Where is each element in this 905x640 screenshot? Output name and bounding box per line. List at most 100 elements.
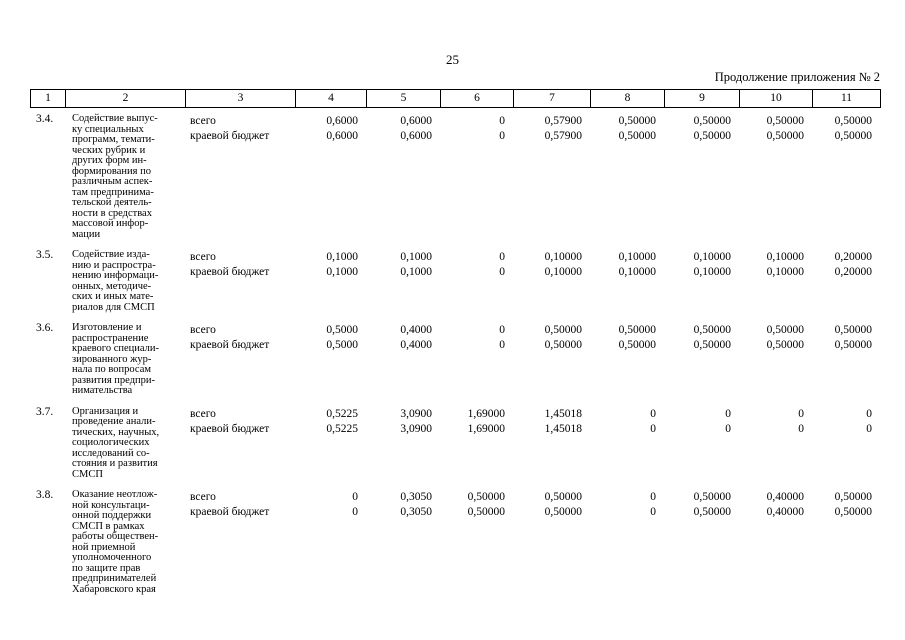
value-cell: 0,6000 0,6000 xyxy=(366,114,440,240)
value: 0,50000 xyxy=(544,506,582,518)
measure-name-line: ной консультаци- xyxy=(72,499,150,511)
value: 0,50000 xyxy=(467,491,505,503)
value-cell: 0,50000 0,50000 xyxy=(664,114,739,240)
column-header: 11 xyxy=(813,89,881,108)
value-cell: 0,1000 0,1000 xyxy=(366,250,440,313)
measure-name-line: уполномоченного xyxy=(72,552,152,563)
value: 0,50000 xyxy=(544,339,582,351)
value: 0 xyxy=(650,506,656,518)
table-row: 3.8. Оказание неотлож-ной консультаци-онн… xyxy=(30,489,880,595)
measure-name-line: Содействие выпус- xyxy=(72,113,158,124)
measure-name-line: СМСП xyxy=(72,468,103,480)
value: 0,50000 xyxy=(544,324,582,336)
measure-name-line: программ, темати- xyxy=(72,134,155,145)
value: 1,69000 xyxy=(467,422,505,435)
value: 0 xyxy=(352,506,358,518)
value-cell: 0,50000 0,50000 xyxy=(590,323,664,397)
value: 0 xyxy=(725,422,731,435)
measure-name-line: нию и распростра- xyxy=(72,259,156,271)
value: 0 xyxy=(499,266,505,278)
measure-name-line: предпринимателей xyxy=(72,573,157,584)
column-header: 2 xyxy=(66,89,186,108)
value: 0,50000 xyxy=(618,339,656,351)
value: 0,5225 xyxy=(326,407,358,420)
measure-name: Содействие изда-нию и распростра-нению и… xyxy=(65,249,185,313)
value: 0,50000 xyxy=(618,115,656,127)
column-header: 5 xyxy=(367,89,441,108)
value-cell: 0,50000 0,50000 xyxy=(812,114,880,240)
value: 0,50000 xyxy=(693,506,731,518)
value-cell: 0,40000 0,40000 xyxy=(739,490,812,595)
measure-name-line: ности в средствах xyxy=(72,207,152,219)
value-cell: 0,50000 0,50000 xyxy=(440,490,513,595)
measure-name-line: социологических xyxy=(72,437,150,448)
measure-name-line: нала по вопросам xyxy=(72,364,152,375)
value: 0 xyxy=(650,422,656,435)
measure-name-line: ских и иных мате- xyxy=(72,291,154,302)
value: 0,50000 xyxy=(693,491,731,503)
table-row: 3.5. Содействие изда-нию и распростра-нен… xyxy=(30,249,880,313)
table-row: 3.6. Изготовление и распространение краевог… xyxy=(30,322,880,397)
value: 0,50000 xyxy=(766,130,804,142)
value: 1,45018 xyxy=(544,422,582,435)
value: 0,20000 xyxy=(834,251,872,263)
value: 0 xyxy=(499,324,505,336)
value: 0,10000 xyxy=(693,251,731,263)
budget-source: всего краевой бюджет xyxy=(185,114,295,240)
measure-name-line: массовой инфор- xyxy=(72,218,149,229)
measure-name-line: других форм ин- xyxy=(72,155,147,166)
value: 0,40000 xyxy=(766,491,804,503)
table-body: 3.4. Содействие выпус-ку специальных прогр… xyxy=(30,113,880,595)
budget-source-label: всего xyxy=(190,491,216,503)
row-number: 3.8. xyxy=(36,489,54,501)
measure-name-line: по защите прав xyxy=(72,562,141,574)
value: 0,6000 xyxy=(400,130,432,142)
value-cell: 0,50000 0,50000 xyxy=(590,114,664,240)
budget-source-label: краевой бюджет xyxy=(190,130,270,142)
value: 0,50000 xyxy=(693,115,731,127)
value: 0,5000 xyxy=(326,324,358,336)
measure-name-line: нению информаци- xyxy=(72,270,159,281)
value: 0,50000 xyxy=(693,324,731,336)
value: 0,50000 xyxy=(834,130,872,142)
column-header: 4 xyxy=(296,89,367,108)
measure-name-line: Хабаровского края xyxy=(72,583,156,595)
table-row: 3.7. Организация и проведение анали-тическ… xyxy=(30,406,880,481)
measure-name-line: формирования по xyxy=(72,165,151,177)
measure-name-line: риалов для СМСП xyxy=(72,301,155,313)
value: 0,5225 xyxy=(326,422,358,435)
table-row: 3.4. Содействие выпус-ку специальных прогр… xyxy=(30,113,880,240)
value: 0,10000 xyxy=(544,251,582,263)
budget-source-label: всего xyxy=(190,324,216,336)
value: 0,50000 xyxy=(544,491,582,503)
column-header: 6 xyxy=(441,89,514,108)
value: 0 xyxy=(866,422,872,435)
budget-source: всего краевой бюджет xyxy=(185,323,295,397)
value: 0,1000 xyxy=(400,251,432,263)
measure-name-line: тельской деятель- xyxy=(72,197,152,208)
value: 0,40000 xyxy=(766,506,804,518)
measure-name-line: мации xyxy=(72,228,101,240)
measure-name-line: проведение анали- xyxy=(72,416,156,427)
measure-name-line: исследований со- xyxy=(72,447,150,459)
value: 0,3050 xyxy=(400,491,432,503)
value: 1,45018 xyxy=(544,407,582,420)
value-cell: 0,50000 0,50000 xyxy=(812,490,880,595)
value-cell: 0,5000 0,5000 xyxy=(295,323,366,397)
value: 0,10000 xyxy=(618,251,656,263)
value: 0,50000 xyxy=(618,130,656,142)
measure-name-line: СМСП в рамках xyxy=(72,520,145,532)
column-header: 9 xyxy=(665,89,740,108)
value: 0 xyxy=(798,422,804,435)
value: 0,50000 xyxy=(766,339,804,351)
value: 0,50000 xyxy=(766,115,804,127)
measure-name-line: Изготовление и xyxy=(72,322,142,333)
value-cell: 0,6000 0,6000 xyxy=(295,114,366,240)
budget-source-label: всего xyxy=(190,251,216,263)
value: 0,50000 xyxy=(834,324,872,336)
measure-name: Содействие выпус-ку специальных программ,… xyxy=(65,113,185,240)
budget-source-label: краевой бюджет xyxy=(190,339,270,351)
value: 0,6000 xyxy=(400,115,432,127)
